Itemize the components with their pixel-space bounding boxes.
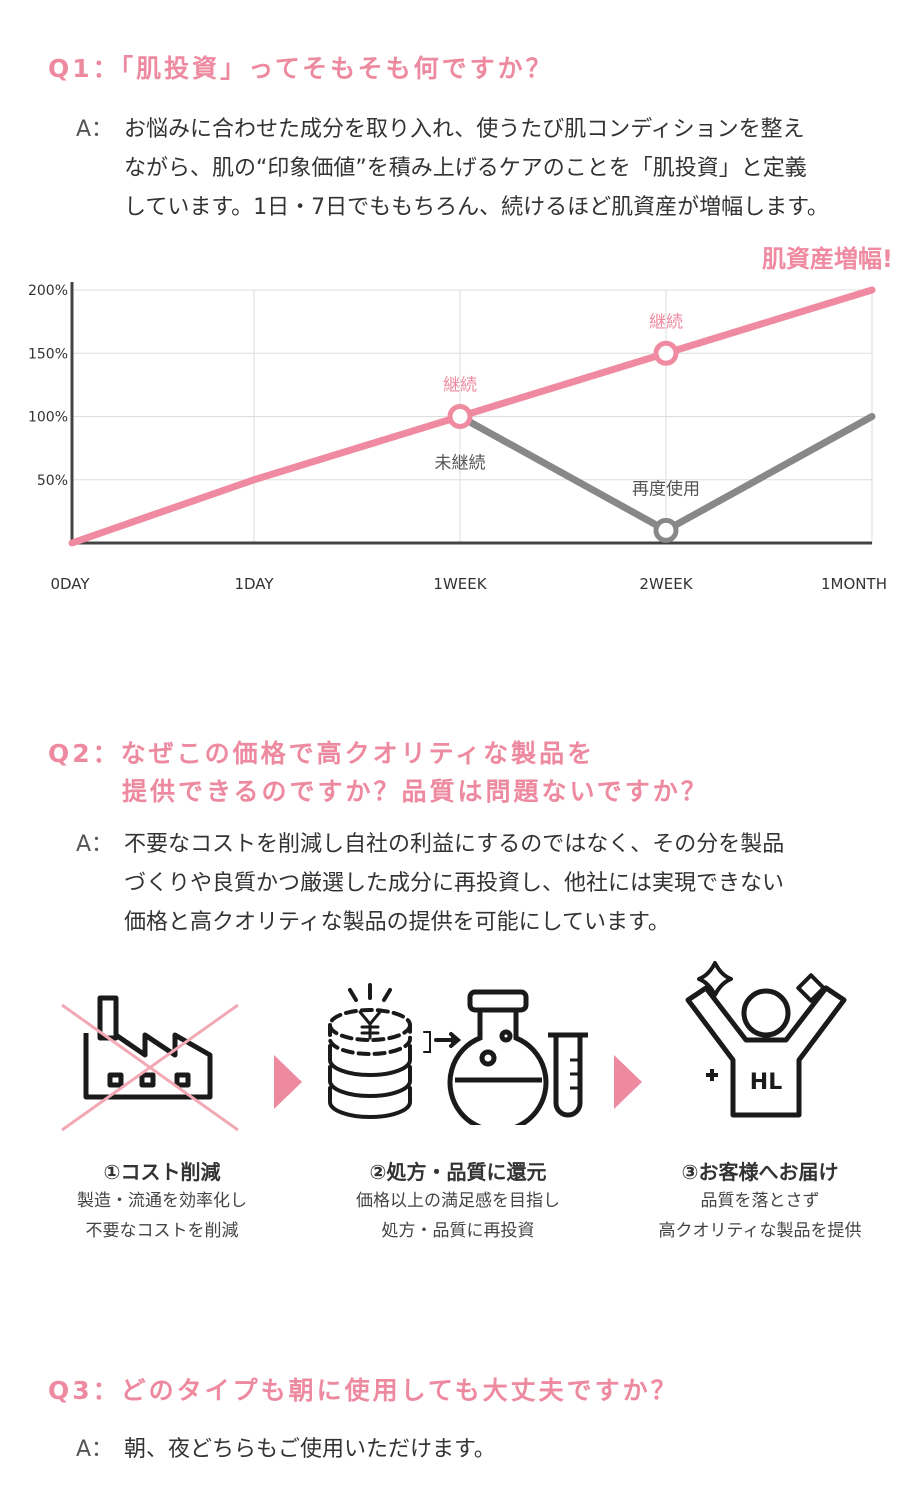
q2-answer-line: づくりや良質かつ厳選した成分に再投資し、他社には実現できない: [124, 871, 785, 896]
step-2-title: ②処方・品質に還元: [369, 1160, 547, 1184]
q1-answer-line: ながら、肌の“印象価値”を積み上げるケアのことを「肌投資」と定義: [124, 156, 807, 181]
x-tick-label: 2WEEK: [639, 575, 693, 593]
q1-answer: A： お悩みに合わせた成分を取り入れ、使うたび肌コンディションを整え ながら、肌…: [76, 110, 896, 227]
data-point-marker: [653, 517, 679, 543]
step-1-title: ①コスト削減: [103, 1160, 221, 1184]
step-3-title: ③お客様へお届け: [681, 1160, 839, 1184]
q1-question: Q1：「肌投資」ってそもそも何ですか？: [48, 54, 554, 83]
test-tube-icon: [548, 1032, 588, 1118]
x-tick-label: 1WEEK: [433, 575, 487, 593]
happy-person-icon: HL: [685, 961, 847, 1118]
chart-annotation: 再度使用: [632, 478, 700, 499]
flask-icon: [447, 989, 549, 1125]
q1-answer-line: お悩みに合わせた成分を取り入れ、使うたび肌コンディションを整え: [124, 117, 805, 142]
chart-title: 肌資産増幅!: [762, 245, 893, 273]
y-tick-label: 150%: [28, 346, 68, 362]
x-tick-label: 0DAY: [50, 575, 90, 593]
q3-answer-line: 朝、夜どちらもご使用いただけます。: [124, 1437, 496, 1462]
q1-answer-label: A：: [76, 117, 114, 142]
y-tick-label: 100%: [28, 410, 68, 426]
step-2-desc: 価格以上の満足感を目指し 処方・品質に再投資: [356, 1191, 560, 1241]
x-tick-label: 1MONTH: [821, 575, 887, 593]
q3-answer-label: A：: [76, 1437, 114, 1462]
q2-question: Q2：なぜこの価格で高クオリティな製品を 提供できるのですか？品質は問題ないです…: [48, 739, 709, 806]
person-badge: HL: [750, 1070, 782, 1095]
yen-coins-icon: [328, 983, 588, 1125]
q3-answer: A： 朝、夜どちらもご使用いただけます。: [76, 1430, 896, 1469]
chart-annotation: 未継続: [435, 454, 486, 474]
data-point-marker: [447, 404, 473, 429]
q2-answer: A： 不要なコストを削減し自社の利益にするのではなく、その分を製品 づくりや良質…: [76, 825, 896, 942]
step-1-desc: 製造・流通を効率化し 不要なコストを削減: [77, 1191, 247, 1241]
growth-chart: 50% 100% 150% 200% 0DAY 1DAY 1WEEK 2WEEK 1MONTH 継…: [28, 245, 893, 593]
y-tick-label: 200%: [28, 283, 68, 299]
q2-answer-line: 不要なコストを削減し自社の利益にするのではなく、その分を製品: [124, 832, 785, 857]
q2-answer-line: 価格と高クオリティな製品の提供を可能にしています。: [124, 910, 670, 935]
chart-annotation: 継続: [649, 312, 683, 332]
step-arrow-1: [274, 1055, 302, 1109]
chart-annotation: 継続: [443, 376, 477, 396]
data-point-marker: [653, 340, 679, 366]
factory-crossed-icon: [61, 995, 239, 1132]
step-3-desc: 品質を落とさず 高クオリティな製品を提供: [658, 1191, 862, 1241]
x-tick-label: 1DAY: [234, 575, 274, 593]
y-tick-label: 50%: [37, 473, 68, 489]
q3-question: Q3：どのタイプも朝に使用しても大丈夫ですか？: [48, 1376, 679, 1405]
q2-answer-label: A：: [76, 832, 114, 857]
step-arrow-2: [614, 1055, 642, 1109]
q1-answer-line: しています。1日・7日でももちろん、続けるほど肌資産が増幅します。: [124, 195, 829, 220]
